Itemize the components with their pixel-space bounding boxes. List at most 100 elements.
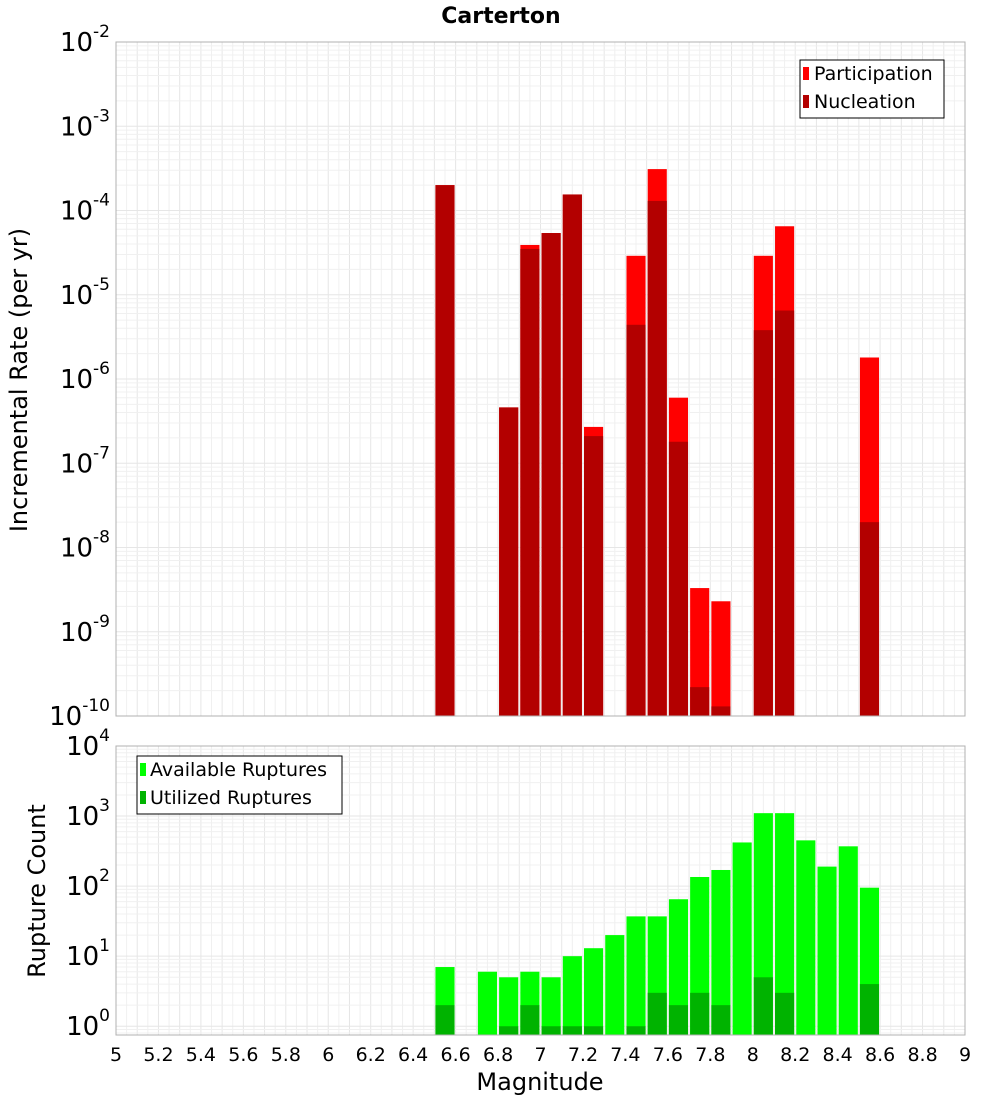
rate-bar-nucleation — [541, 233, 561, 716]
rate-y-tick-label: 10-4 — [60, 191, 110, 227]
tick-exponent: -2 — [93, 22, 110, 42]
rate-bars — [435, 169, 880, 717]
rate-bar-nucleation — [753, 330, 773, 716]
legend-label-available: Available Ruptures — [150, 759, 327, 781]
count-bar-utilized-ruptures — [753, 977, 773, 1035]
x-tick-label: 5 — [110, 1044, 122, 1066]
count-bar-utilized-ruptures — [562, 1026, 582, 1035]
x-tick-label: 9 — [959, 1044, 971, 1066]
x-tick-label: 6.8 — [483, 1044, 513, 1066]
count-bar-available-ruptures — [477, 971, 497, 1035]
count-bar-utilized-ruptures — [541, 1026, 561, 1035]
count-y-tick-label: 103 — [66, 796, 110, 832]
tick-exponent: 2 — [99, 866, 110, 886]
tick-exponent: -7 — [93, 443, 110, 463]
count-y-tick-label: 104 — [66, 726, 110, 762]
x-tick-label: 6.2 — [356, 1044, 386, 1066]
x-tick-label: 7.2 — [568, 1044, 598, 1066]
x-tick-label: 5.4 — [186, 1044, 216, 1066]
tick-base: 10 — [49, 702, 82, 732]
tick-base: 10 — [60, 618, 93, 648]
count-y-axis-label: Rupture Count — [23, 804, 51, 978]
rate-y-tick-label: 10-2 — [60, 22, 110, 58]
rate-bar-nucleation — [859, 522, 880, 716]
tick-exponent: -6 — [93, 359, 110, 379]
rate-bar-nucleation — [562, 194, 582, 717]
rate-bar-participation — [711, 601, 731, 716]
rate-grid — [115, 41, 966, 717]
count-legend: Available Ruptures Utilized Ruptures — [136, 755, 343, 815]
x-tick-label: 5.8 — [271, 1044, 301, 1066]
x-tick-label: 8.8 — [907, 1044, 937, 1066]
legend-swatch-nucleation — [803, 95, 809, 108]
x-tick-label: 8.4 — [823, 1044, 853, 1066]
rate-bar-nucleation — [520, 248, 540, 716]
x-tick-label: 7 — [534, 1044, 546, 1066]
x-ticks: 5 5.2 5.4 5.6 5.8 6 6.2 6.4 6.6 6.8 7 7.2 7.4 7.6 7.8 8… — [110, 1044, 971, 1066]
legend-swatch-available — [140, 763, 146, 776]
count-legend-box — [136, 755, 343, 815]
count-y-tick-label: 102 — [66, 866, 110, 902]
tick-base: 10 — [60, 534, 93, 564]
rate-y-tick-label: 10-9 — [60, 612, 110, 648]
count-bar-utilized-ruptures — [775, 992, 795, 1035]
tick-exponent: 3 — [99, 796, 110, 816]
rate-bar-nucleation — [626, 324, 646, 716]
count-bar-available-ruptures — [605, 935, 625, 1035]
tick-exponent: -4 — [93, 191, 110, 211]
count-y-tick-label: 100 — [66, 1006, 110, 1042]
tick-base: 10 — [60, 449, 93, 479]
count-bar-available-ruptures — [499, 977, 519, 1035]
rate-y-tick-label: 10-10 — [49, 696, 110, 732]
x-tick-label: 7.6 — [653, 1044, 683, 1066]
count-bar-utilized-ruptures — [435, 1005, 455, 1035]
rate-y-tick-label: 10-7 — [60, 443, 110, 479]
rate-y-tick-label: 10-3 — [60, 106, 110, 142]
count-bars — [435, 813, 880, 1035]
rate-bar-nucleation — [499, 407, 519, 716]
rate-y-tick-label: 10-5 — [60, 275, 110, 311]
rate-bar-nucleation — [584, 436, 604, 716]
rate-y-tick-label: 10-6 — [60, 359, 110, 395]
rate-bar-nucleation — [775, 310, 795, 716]
count-bar-utilized-ruptures — [584, 1026, 604, 1035]
tick-base: 10 — [66, 942, 99, 972]
x-tick-label: 8 — [747, 1044, 759, 1066]
tick-base: 10 — [60, 112, 93, 142]
x-tick-label: 6.6 — [440, 1044, 470, 1066]
rate-bar-nucleation — [435, 185, 455, 716]
legend-label-participation: Participation — [814, 63, 933, 85]
x-tick-label: 7.4 — [610, 1044, 640, 1066]
count-bar-available-ruptures — [732, 842, 752, 1035]
count-bar-available-ruptures — [562, 956, 582, 1035]
tick-base: 10 — [60, 281, 93, 311]
count-bar-utilized-ruptures — [647, 992, 667, 1035]
chart-title: Carterton — [441, 4, 560, 29]
count-bar-available-ruptures — [668, 899, 689, 1035]
tick-exponent: -5 — [93, 275, 110, 295]
count-bar-available-ruptures — [584, 948, 604, 1035]
x-tick-label: 6.4 — [398, 1044, 428, 1066]
rate-plot-border — [115, 41, 966, 717]
count-plot-border — [115, 745, 966, 1036]
count-bar-utilized-ruptures — [499, 1026, 519, 1035]
x-tick-label: 8.6 — [865, 1044, 895, 1066]
x-tick-label: 5.2 — [143, 1044, 173, 1066]
count-bar-utilized-ruptures — [690, 992, 710, 1035]
count-bar-available-ruptures — [541, 977, 561, 1035]
rate-bar-nucleation — [647, 200, 667, 716]
count-bar-utilized-ruptures — [859, 984, 880, 1035]
rate-y-axis-label: Incremental Rate (per yr) — [5, 228, 33, 532]
rate-bar-nucleation — [690, 687, 710, 716]
rate-bar-nucleation — [711, 706, 731, 716]
count-bar-available-ruptures — [775, 813, 795, 1035]
rate-legend-box — [799, 59, 945, 119]
tick-exponent: -9 — [93, 612, 110, 632]
x-tick-label: 8.2 — [780, 1044, 810, 1066]
count-bar-utilized-ruptures — [626, 1026, 646, 1035]
x-axis-label: Magnitude — [476, 1068, 603, 1096]
rate-bar-nucleation — [668, 441, 689, 716]
tick-base: 10 — [66, 732, 99, 762]
